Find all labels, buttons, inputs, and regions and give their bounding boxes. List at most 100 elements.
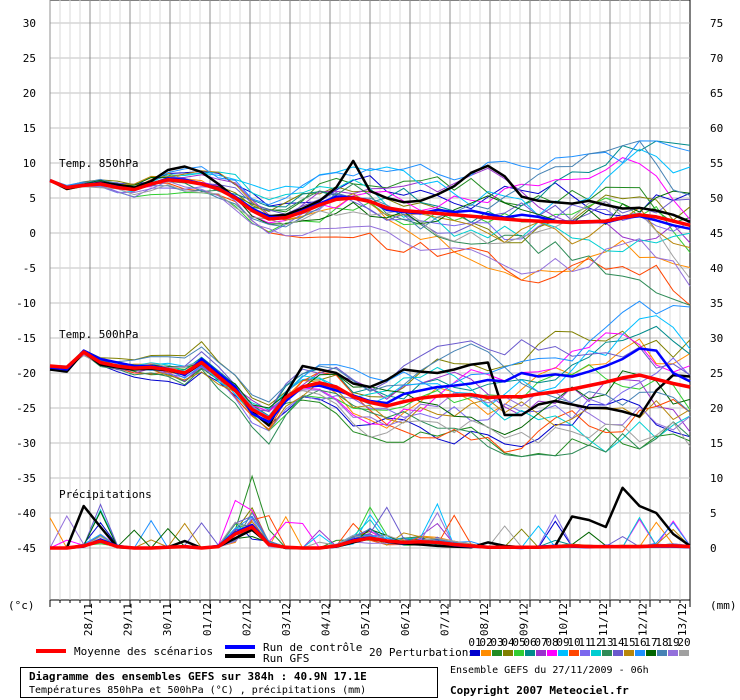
perturbation-line bbox=[49, 355, 691, 447]
legend-perturbation-swatch bbox=[547, 650, 557, 656]
perturbation-line bbox=[49, 352, 691, 458]
left-tick-label: 30 bbox=[23, 17, 36, 30]
right-tick-label: 0 bbox=[710, 542, 717, 555]
left-tick-label: -40 bbox=[16, 507, 36, 520]
date-label: 06/12 bbox=[399, 603, 412, 636]
legend-perturbation-swatch bbox=[514, 650, 524, 656]
left-unit-label: (°c) bbox=[8, 599, 35, 612]
date-label: 01/12 bbox=[201, 603, 214, 636]
date-label: 02/12 bbox=[240, 603, 253, 636]
legend-perturbation-id: 18 bbox=[655, 636, 668, 649]
left-tick-label: 15 bbox=[23, 122, 36, 135]
legend-mean-label: Moyenne des scénarios bbox=[74, 645, 213, 658]
legend-perturbations-label: 20 Perturbations bbox=[369, 646, 475, 659]
legend-control-label: Run de contrôle bbox=[263, 641, 362, 654]
legend-perturbation-id: 13 bbox=[600, 636, 613, 649]
legend-perturbation-id: 14 bbox=[611, 636, 625, 649]
legend: Moyenne des scénarios Run de contrôleRun … bbox=[36, 636, 691, 665]
right-tick-label: 40 bbox=[710, 262, 723, 275]
right-tick-label: 15 bbox=[710, 437, 723, 450]
right-tick-label: 10 bbox=[710, 472, 723, 485]
perturbation-line bbox=[49, 343, 691, 413]
date-label: 10/12 bbox=[557, 603, 570, 636]
right-tick-label: 60 bbox=[710, 122, 723, 135]
date-label: 29/11 bbox=[122, 603, 135, 636]
date-label: 12/12 bbox=[636, 603, 649, 636]
left-tick-label: -25 bbox=[16, 402, 36, 415]
legend-perturbation-id: 09 bbox=[556, 636, 569, 649]
legend-perturbation-id: 10 bbox=[567, 636, 580, 649]
panel-label: Précipitations bbox=[59, 488, 152, 501]
legend-perturbation-swatch bbox=[503, 650, 513, 656]
left-tick-label: 0 bbox=[29, 227, 36, 240]
date-label: 09/12 bbox=[518, 603, 531, 636]
left-tick-label: 10 bbox=[23, 157, 36, 170]
legend-perturbation-id: 17 bbox=[644, 636, 657, 649]
legend-perturbation-id: 03 bbox=[490, 636, 503, 649]
perturbation-line bbox=[49, 330, 691, 406]
right-tick-label: 50 bbox=[710, 192, 723, 205]
left-tick-label: -45 bbox=[16, 542, 36, 555]
legend-perturbation-id: 06 bbox=[523, 636, 536, 649]
ensemble-mean-line bbox=[49, 178, 691, 227]
perturbation-line bbox=[49, 353, 691, 432]
left-tick-label: -5 bbox=[23, 262, 36, 275]
copyright: Copyright 2007 Meteociel.fr bbox=[450, 684, 629, 697]
legend-perturbation-id: 08 bbox=[545, 636, 558, 649]
legend-perturbation-swatch bbox=[679, 650, 689, 656]
ensemble-mean-line bbox=[50, 525, 691, 550]
legend-perturbation-swatch bbox=[602, 650, 612, 656]
right-tick-label: 5 bbox=[710, 507, 717, 520]
chart-title: Diagramme des ensembles GEFS sur 384h : … bbox=[29, 670, 367, 683]
legend-perturbation-swatch bbox=[536, 650, 546, 656]
legend-perturbation-swatch bbox=[635, 650, 645, 656]
info-box: Diagramme des ensembles GEFS sur 384h : … bbox=[20, 667, 438, 698]
perturbation-line bbox=[49, 350, 691, 453]
date-label: 13/12 bbox=[676, 603, 689, 636]
date-label: 07/12 bbox=[438, 603, 451, 636]
legend-perturbation-id: 07 bbox=[534, 636, 547, 649]
perturbation-line bbox=[49, 180, 691, 287]
legend-perturbation-swatch bbox=[470, 650, 480, 656]
right-tick-label: 25 bbox=[710, 367, 723, 380]
right-tick-label: 65 bbox=[710, 87, 723, 100]
right-tick-label: 45 bbox=[710, 227, 723, 240]
date-label: 08/12 bbox=[478, 603, 491, 636]
legend-perturbation-swatch bbox=[580, 650, 590, 656]
legend-perturbation-swatch bbox=[613, 650, 623, 656]
legend-perturbation-id: 04 bbox=[501, 636, 515, 649]
left-tick-label: -30 bbox=[16, 437, 36, 450]
legend-perturbation-swatch bbox=[591, 650, 601, 656]
left-tick-label: -15 bbox=[16, 332, 36, 345]
legend-perturbation-id: 16 bbox=[633, 636, 646, 649]
right-tick-label: 20 bbox=[710, 402, 723, 415]
legend-perturbation-swatch bbox=[624, 650, 634, 656]
legend-perturbation-swatch bbox=[558, 650, 568, 656]
right-tick-label: 70 bbox=[710, 52, 723, 65]
gfs-run-line bbox=[49, 159, 691, 223]
legend-perturbation-id: 19 bbox=[666, 636, 679, 649]
chart-subtitle: Températures 850hPa et 500hPa (°C) , pré… bbox=[29, 685, 367, 696]
left-tick-label: 25 bbox=[23, 52, 36, 65]
left-tick-label: 5 bbox=[29, 192, 36, 205]
date-label: 11/12 bbox=[597, 603, 610, 636]
legend-perturbation-swatch bbox=[481, 650, 491, 656]
left-tick-label: 20 bbox=[23, 87, 36, 100]
legend-perturbation-id: 11 bbox=[578, 636, 591, 649]
main-series-lines bbox=[49, 159, 691, 550]
panel-label: Temp. 500hPa bbox=[59, 328, 138, 341]
legend-perturbation-id: 15 bbox=[622, 636, 635, 649]
ensemble-mean-line bbox=[49, 350, 691, 421]
right-unit-label: (mm) bbox=[710, 599, 737, 612]
right-tick-label: 30 bbox=[710, 332, 723, 345]
ensemble-run-label: Ensemble GEFS du 27/11/2009 - 06h bbox=[450, 665, 649, 676]
perturbation-line bbox=[49, 179, 691, 279]
panel-label: Temp. 850hPa bbox=[59, 157, 138, 170]
legend-perturbation-id: 05 bbox=[512, 636, 525, 649]
legend-perturbation-id: 12 bbox=[589, 636, 602, 649]
right-tick-label: 75 bbox=[710, 17, 723, 30]
date-label: 04/12 bbox=[320, 603, 333, 636]
legend-perturbation-id: 01 bbox=[468, 636, 481, 649]
